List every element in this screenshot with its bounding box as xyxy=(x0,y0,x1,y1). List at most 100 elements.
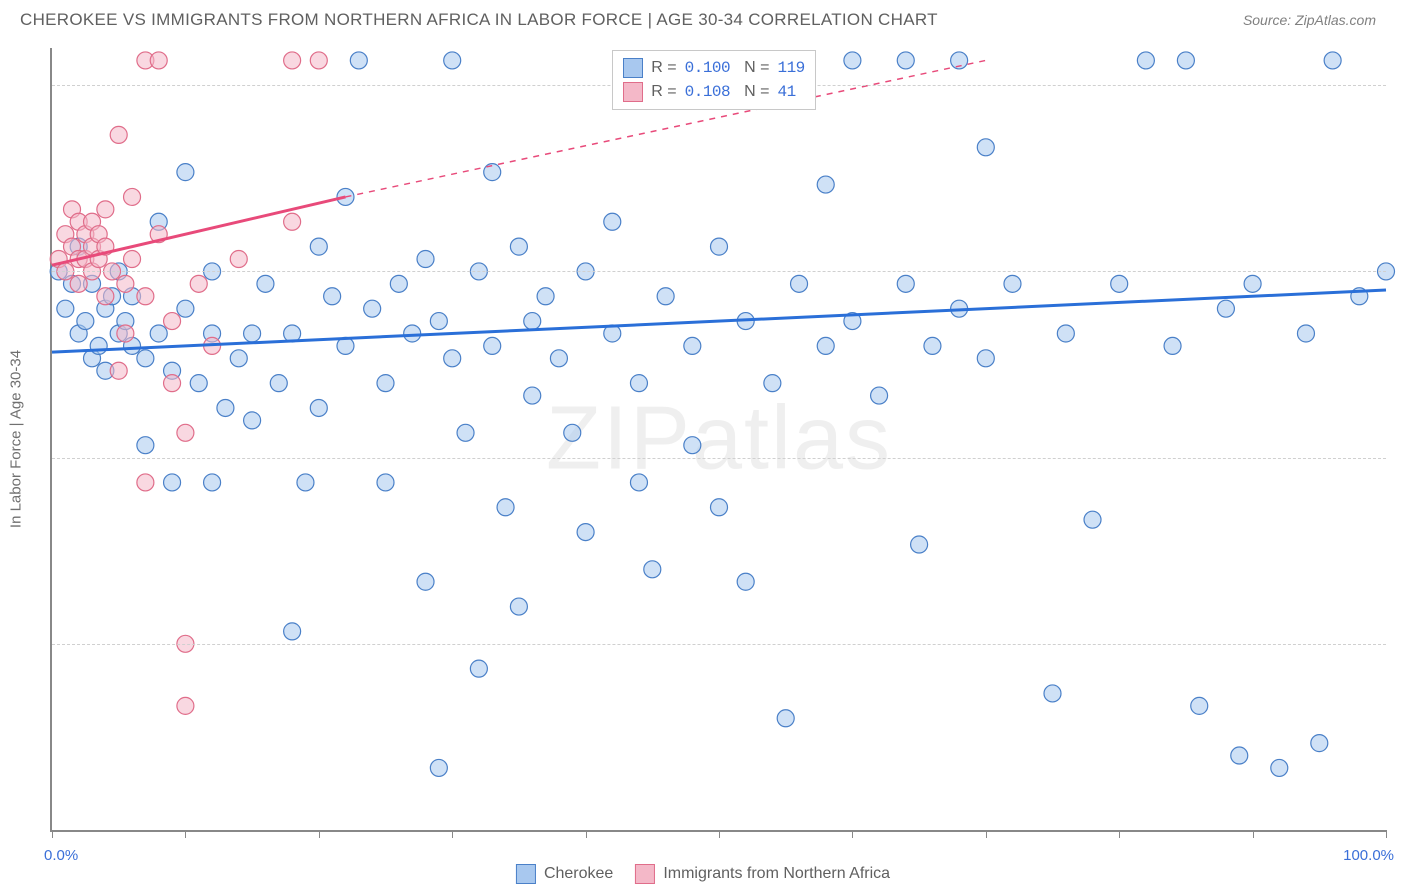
scatter-point xyxy=(110,126,127,143)
legend-label: Cherokee xyxy=(544,865,613,883)
trend-line xyxy=(52,290,1386,352)
legend-swatch xyxy=(635,864,655,884)
gridline xyxy=(52,644,1386,645)
scatter-point xyxy=(124,188,141,205)
scatter-point xyxy=(1111,275,1128,292)
chart-title: CHEROKEE VS IMMIGRANTS FROM NORTHERN AFR… xyxy=(20,10,938,30)
n-label: N = xyxy=(744,83,769,101)
scatter-point xyxy=(70,275,87,292)
x-tick xyxy=(319,830,320,838)
x-tick xyxy=(852,830,853,838)
legend-item: Immigrants from Northern Africa xyxy=(635,864,890,884)
scatter-point xyxy=(137,288,154,305)
legend-label: Immigrants from Northern Africa xyxy=(663,865,890,883)
scatter-point xyxy=(150,52,167,69)
legend-row: R = 0.100 N = 119 xyxy=(623,56,805,80)
scatter-point xyxy=(737,573,754,590)
scatter-svg xyxy=(52,48,1386,830)
x-tick xyxy=(586,830,587,838)
scatter-point xyxy=(510,598,527,615)
scatter-point xyxy=(444,52,461,69)
scatter-point xyxy=(417,251,434,268)
scatter-point xyxy=(444,350,461,367)
scatter-point xyxy=(457,424,474,441)
scatter-point xyxy=(150,325,167,342)
r-value: 0.108 xyxy=(685,83,731,101)
scatter-point xyxy=(97,201,114,218)
y-tick-label: 55.0% xyxy=(1394,635,1406,652)
scatter-point xyxy=(1217,300,1234,317)
scatter-point xyxy=(137,474,154,491)
x-max-label: 100.0% xyxy=(1343,847,1394,864)
series-legend: Cherokee Immigrants from Northern Africa xyxy=(516,864,890,884)
scatter-point xyxy=(390,275,407,292)
scatter-point xyxy=(550,350,567,367)
legend-swatch xyxy=(516,864,536,884)
scatter-point xyxy=(817,337,834,354)
y-tick-label: 70.0% xyxy=(1394,449,1406,466)
plot-region: In Labor Force | Age 30-34 ZIPatlas R = … xyxy=(50,48,1386,832)
scatter-point xyxy=(537,288,554,305)
scatter-point xyxy=(630,375,647,392)
scatter-point xyxy=(577,524,594,541)
gridline xyxy=(52,458,1386,459)
scatter-point xyxy=(90,337,107,354)
chart-area: In Labor Force | Age 30-34 ZIPatlas R = … xyxy=(50,48,1386,832)
scatter-point xyxy=(177,300,194,317)
scatter-point xyxy=(604,213,621,230)
x-tick xyxy=(986,830,987,838)
scatter-point xyxy=(484,337,501,354)
x-tick xyxy=(452,830,453,838)
scatter-point xyxy=(110,362,127,379)
n-value: 41 xyxy=(777,83,795,101)
scatter-point xyxy=(177,424,194,441)
scatter-point xyxy=(1244,275,1261,292)
scatter-point xyxy=(57,300,74,317)
scatter-point xyxy=(470,660,487,677)
scatter-point xyxy=(417,573,434,590)
scatter-point xyxy=(350,52,367,69)
scatter-point xyxy=(711,238,728,255)
scatter-point xyxy=(1324,52,1341,69)
x-tick xyxy=(52,830,53,838)
scatter-point xyxy=(1004,275,1021,292)
y-tick-label: 85.0% xyxy=(1394,263,1406,280)
scatter-point xyxy=(164,375,181,392)
scatter-point xyxy=(1084,511,1101,528)
n-label: N = xyxy=(744,59,769,77)
scatter-point xyxy=(137,437,154,454)
scatter-point xyxy=(684,437,701,454)
scatter-point xyxy=(871,387,888,404)
scatter-point xyxy=(364,300,381,317)
scatter-point xyxy=(1164,337,1181,354)
legend-swatch xyxy=(623,58,643,78)
scatter-point xyxy=(791,275,808,292)
scatter-point xyxy=(190,275,207,292)
scatter-point xyxy=(284,623,301,640)
scatter-point xyxy=(764,375,781,392)
scatter-point xyxy=(177,697,194,714)
scatter-point xyxy=(270,375,287,392)
legend-swatch xyxy=(623,82,643,102)
r-value: 0.100 xyxy=(685,59,731,77)
scatter-point xyxy=(297,474,314,491)
scatter-point xyxy=(644,561,661,578)
scatter-point xyxy=(324,288,341,305)
scatter-point xyxy=(284,52,301,69)
scatter-point xyxy=(524,313,541,330)
scatter-point xyxy=(684,337,701,354)
scatter-point xyxy=(1177,52,1194,69)
scatter-point xyxy=(1271,759,1288,776)
scatter-point xyxy=(510,238,527,255)
scatter-point xyxy=(257,275,274,292)
scatter-point xyxy=(1311,735,1328,752)
x-tick xyxy=(719,830,720,838)
scatter-point xyxy=(1137,52,1154,69)
scatter-point xyxy=(497,499,514,516)
scatter-point xyxy=(711,499,728,516)
legend-row: R = 0.108 N = 41 xyxy=(623,80,805,104)
scatter-point xyxy=(190,375,207,392)
scatter-point xyxy=(924,337,941,354)
x-tick xyxy=(1386,830,1387,838)
scatter-point xyxy=(117,325,134,342)
